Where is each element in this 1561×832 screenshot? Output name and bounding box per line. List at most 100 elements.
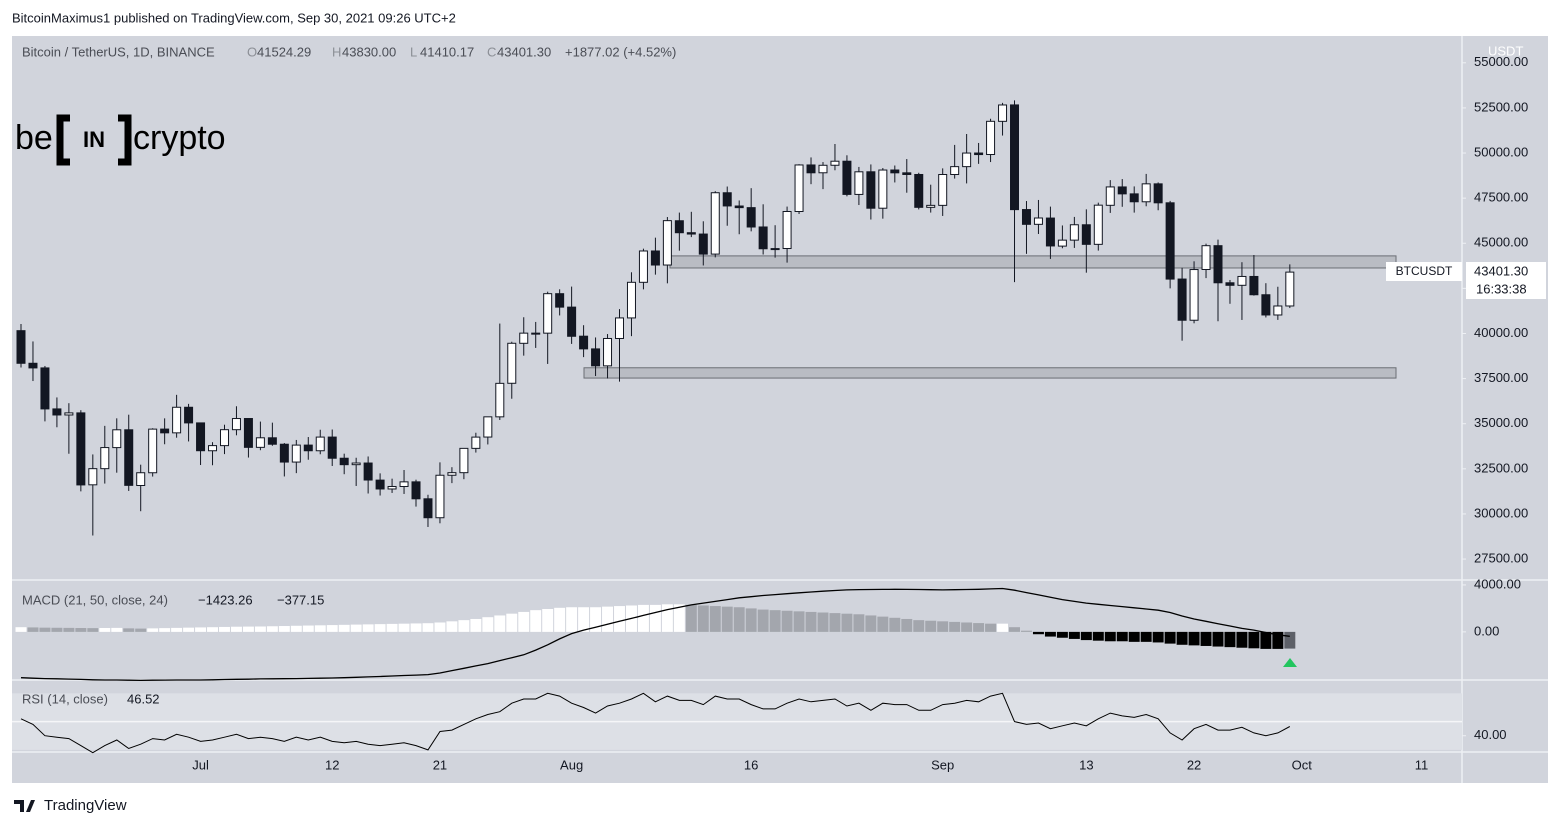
candle-body [615, 317, 624, 339]
x-tick-label: 16 [744, 757, 758, 772]
candle-body [1081, 224, 1091, 245]
symbol-title: Bitcoin / TetherUS, 1D, BINANCE [22, 44, 215, 59]
candle-body [1177, 278, 1187, 321]
candle-body [243, 418, 253, 448]
rsi-value: 46.52 [127, 691, 160, 706]
rsi-title: RSI (14, close) [22, 691, 108, 706]
macd-histogram-bar [793, 611, 805, 632]
y-tick-label: 40000.00 [1474, 325, 1528, 340]
candle-body [854, 171, 864, 195]
macd-histogram-bar [27, 627, 39, 632]
y-tick-label: 45000.00 [1474, 235, 1528, 250]
support-zone [583, 367, 1397, 379]
candle-body [1129, 193, 1139, 203]
candle-body [567, 306, 577, 337]
macd-histogram-bar [745, 608, 757, 632]
candle-body [698, 233, 708, 255]
macd-histogram-bar [398, 623, 410, 632]
candle-body [447, 472, 457, 476]
y-tick-label: 55000.00 [1474, 54, 1528, 69]
candle-body [160, 428, 170, 434]
candle-body [483, 416, 493, 438]
macd-histogram-bar [326, 625, 338, 632]
macd-histogram-bar [685, 604, 697, 632]
candle-body [100, 447, 110, 470]
candle-body [184, 406, 194, 424]
macd-histogram-bar [302, 625, 314, 632]
candle-body [351, 462, 361, 466]
ohlc-value: 41524.29 [257, 44, 311, 59]
macd-histogram-bar [63, 627, 75, 632]
candle-body [88, 468, 98, 486]
macd-histogram-bar [15, 627, 27, 632]
macd-histogram-bar [135, 628, 147, 632]
macd-histogram-bar [829, 613, 841, 632]
candle-body [1105, 186, 1115, 206]
macd-histogram-bar [542, 608, 554, 632]
macd-histogram-bar [183, 627, 195, 632]
macd-histogram-bar [1032, 631, 1044, 635]
candle-body [519, 332, 529, 344]
candle-body [1021, 209, 1031, 225]
symbol-tag [1386, 262, 1462, 281]
ohlc-value: 43830.00 [342, 44, 396, 59]
macd-histogram-bar [817, 612, 829, 632]
candle-body [818, 164, 828, 174]
macd-histogram-bar [111, 627, 123, 632]
candle-body [1069, 224, 1079, 241]
candle-body [267, 437, 277, 445]
candle-body [1045, 217, 1055, 247]
candle-body [399, 481, 409, 487]
candle-body [124, 429, 134, 486]
candle-body [148, 428, 158, 474]
macd-histogram-bar [338, 624, 350, 632]
macd-histogram-bar [1272, 631, 1284, 649]
candle-body [1033, 217, 1043, 225]
macd-histogram-bar [805, 611, 817, 632]
y-tick-label: 32500.00 [1474, 460, 1528, 475]
candle-body [674, 220, 684, 234]
macd-histogram-bar [518, 611, 530, 632]
y-tick-label: 37500.00 [1474, 370, 1528, 385]
candle-body [219, 429, 229, 447]
macd-histogram-bar [51, 627, 63, 632]
y-tick-label: 52500.00 [1474, 99, 1528, 114]
y-tick-label: 50000.00 [1474, 144, 1528, 159]
ohlc-value: 43401.30 [497, 44, 551, 59]
macd-histogram-bar [1200, 631, 1212, 646]
macd-histogram-bar [1092, 631, 1104, 641]
candle-body [411, 481, 421, 500]
publish-line: BitcoinMaximus1 published on TradingView… [12, 10, 456, 25]
macd-histogram-bar [1236, 631, 1248, 648]
macd-histogram-bar [1128, 631, 1140, 642]
macd-histogram-bar [1224, 631, 1236, 648]
candle-body [375, 479, 385, 490]
candle-body [746, 207, 756, 228]
candle-body [112, 429, 122, 449]
candle-body [878, 169, 888, 209]
macd-histogram-bar [230, 626, 242, 632]
macd-histogram-bar [661, 604, 673, 632]
macd-histogram-bar [207, 627, 219, 632]
macd-histogram-bar [649, 604, 661, 632]
countdown: 16:33:38 [1476, 281, 1527, 296]
macd-histogram-bar [1284, 631, 1296, 649]
macd-histogram-bar [1248, 631, 1260, 649]
candle-body [806, 164, 816, 174]
macd-histogram-bar [39, 627, 51, 632]
macd-histogram-bar [1188, 631, 1200, 646]
candle-body [998, 104, 1008, 122]
macd-histogram-bar [470, 618, 482, 632]
candle-body [1189, 269, 1199, 321]
macd-histogram-bar [242, 626, 254, 632]
macd-histogram-bar [781, 610, 793, 632]
macd-histogram-bar [374, 624, 386, 632]
candle-body [327, 436, 337, 459]
macd-histogram-bar [75, 628, 87, 632]
x-tick-label: 12 [325, 757, 339, 772]
macd-histogram-bar [578, 607, 590, 632]
candle-body [1261, 294, 1271, 316]
candle-body [734, 205, 744, 209]
candle-body [710, 192, 720, 255]
